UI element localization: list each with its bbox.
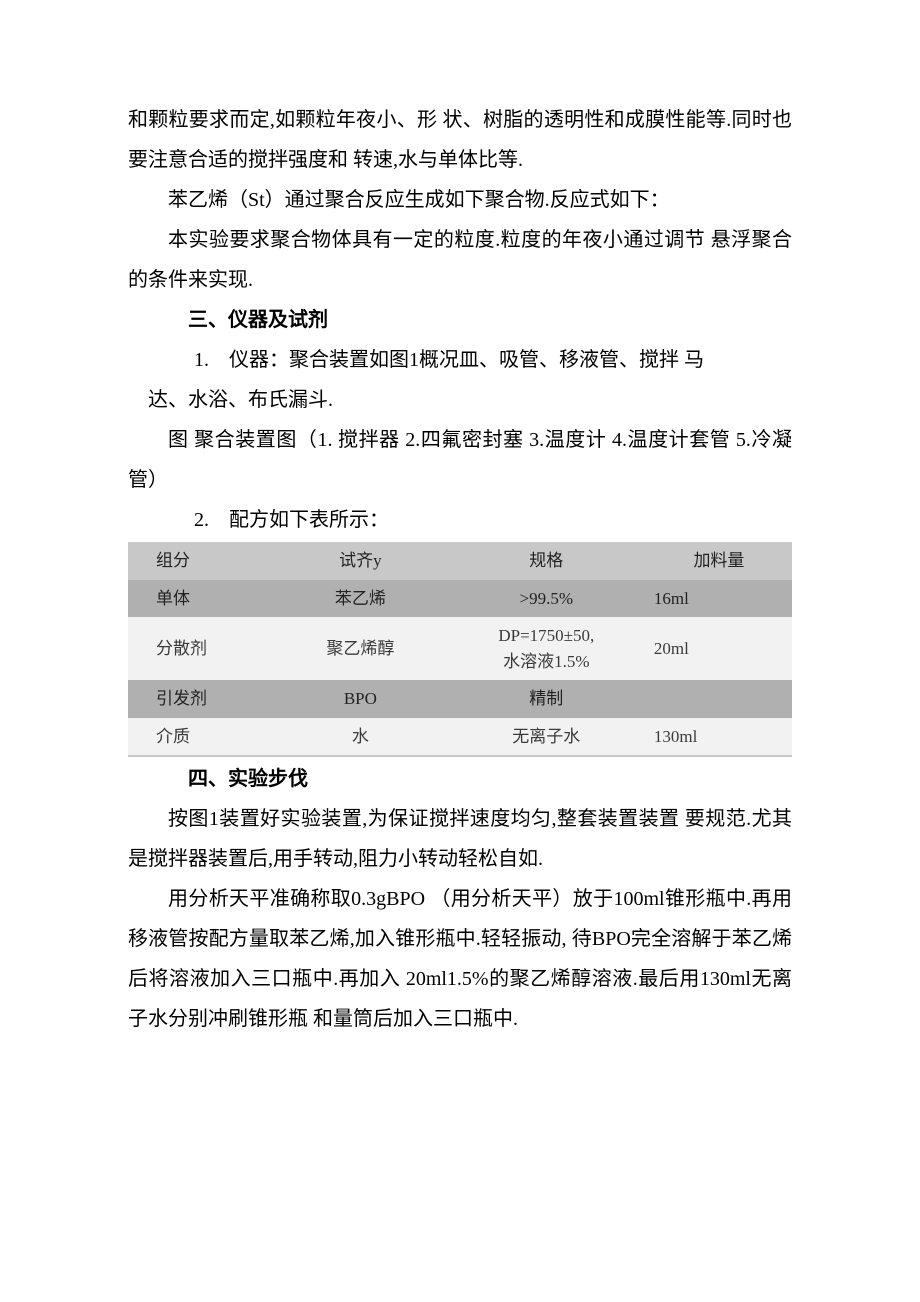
table-cell: DP=1750±50,水溶液1.5% (447, 617, 646, 680)
table-header-cell: 加料量 (646, 542, 792, 580)
table-cell: 介质 (128, 718, 274, 757)
table-cell: 聚乙烯醇 (274, 617, 447, 680)
table-header-cell: 规格 (447, 542, 646, 580)
paragraph-5: 用分析天平准确称取0.3gBPO （用分析天平）放于100ml锥形瓶中.再用移液… (128, 879, 792, 1039)
table-cell: 单体 (128, 580, 274, 618)
figure-caption: 图 聚合装置图（1. 搅拌器 2.四氟密封塞 3.温度计 4.温度计套管 5.冷… (128, 420, 792, 500)
section-4-title: 四、实验步伐 (128, 759, 792, 799)
table-cell: 130ml (646, 718, 792, 757)
table-row: 引发剂 BPO 精制 (128, 680, 792, 718)
table-cell: 无离子水 (447, 718, 646, 757)
table-cell: >99.5% (447, 580, 646, 618)
list-item-1-cont: 达、水浴、布氏漏斗. (128, 380, 792, 420)
section-3-title: 三、仪器及试剂 (128, 300, 792, 340)
table-row: 单体 苯乙烯 >99.5% 16ml (128, 580, 792, 618)
paragraph-4: 按图1装置好实验装置,为保证搅拌速度均匀,整套装置装置 要规范.尤其是搅拌器装置… (128, 799, 792, 879)
table-header-cell: 组分 (128, 542, 274, 580)
table-cell (646, 680, 792, 718)
table-cell: 水 (274, 718, 447, 757)
paragraph-3: 本实验要求聚合物体具有一定的粒度.粒度的年夜小通过调节 悬浮聚合的条件来实现. (128, 220, 792, 300)
table-cell: BPO (274, 680, 447, 718)
paragraph-1: 和颗粒要求而定,如颗粒年夜小、形 状、树脂的透明性和成膜性能等.同时也要注意合适… (128, 100, 792, 180)
table-row: 介质 水 无离子水 130ml (128, 718, 792, 757)
table-cell: 精制 (447, 680, 646, 718)
table-cell: 20ml (646, 617, 792, 680)
table-row: 分散剂 聚乙烯醇 DP=1750±50,水溶液1.5% 20ml (128, 617, 792, 680)
table-cell: 16ml (646, 580, 792, 618)
table-header-row: 组分 试齐y 规格 加料量 (128, 542, 792, 580)
list-item-2: 2. 配方如下表所示： (128, 500, 792, 540)
table-header-cell: 试齐y (274, 542, 447, 580)
table-cell: 引发剂 (128, 680, 274, 718)
list-item-1: 1. 仪器：聚合装置如图1概况皿、吸管、移液管、搅拌 马 (128, 340, 792, 380)
table-cell: 分散剂 (128, 617, 274, 680)
table-cell: 苯乙烯 (274, 580, 447, 618)
formula-table: 组分 试齐y 规格 加料量 单体 苯乙烯 >99.5% 16ml 分散剂 聚乙烯… (128, 542, 792, 757)
paragraph-2: 苯乙烯（St）通过聚合反应生成如下聚合物.反应式如下： (128, 180, 792, 220)
